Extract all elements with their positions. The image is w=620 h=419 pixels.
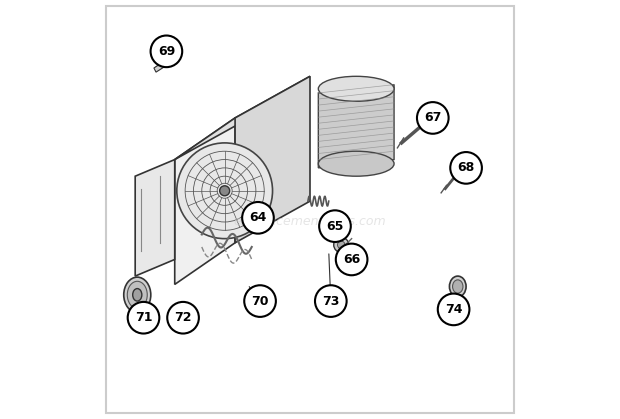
Circle shape xyxy=(219,186,229,196)
Circle shape xyxy=(334,238,348,252)
Ellipse shape xyxy=(453,280,463,293)
Text: 68: 68 xyxy=(458,161,475,174)
Circle shape xyxy=(417,102,449,134)
Ellipse shape xyxy=(318,151,394,176)
Polygon shape xyxy=(318,85,394,168)
Circle shape xyxy=(128,302,159,334)
Text: eReplacementParts.com: eReplacementParts.com xyxy=(234,215,386,228)
Ellipse shape xyxy=(450,276,466,297)
Text: 65: 65 xyxy=(326,220,343,233)
Polygon shape xyxy=(175,76,310,160)
Text: 71: 71 xyxy=(135,311,153,324)
Text: 74: 74 xyxy=(445,303,463,316)
Text: 64: 64 xyxy=(249,211,267,224)
Circle shape xyxy=(438,294,469,325)
Circle shape xyxy=(177,143,273,239)
Polygon shape xyxy=(235,76,310,243)
Text: 69: 69 xyxy=(157,45,175,58)
Polygon shape xyxy=(135,160,175,276)
Text: 72: 72 xyxy=(174,311,192,324)
Ellipse shape xyxy=(318,76,394,101)
Polygon shape xyxy=(154,53,179,72)
Text: 73: 73 xyxy=(322,295,340,308)
Polygon shape xyxy=(175,118,235,285)
Circle shape xyxy=(151,36,182,67)
Circle shape xyxy=(315,285,347,317)
Text: 66: 66 xyxy=(343,253,360,266)
Circle shape xyxy=(450,152,482,184)
Ellipse shape xyxy=(124,277,151,313)
Circle shape xyxy=(319,210,351,242)
Circle shape xyxy=(167,302,199,334)
Ellipse shape xyxy=(127,281,148,308)
Ellipse shape xyxy=(133,289,142,301)
Circle shape xyxy=(242,202,274,234)
Circle shape xyxy=(336,243,368,275)
Text: 67: 67 xyxy=(424,111,441,124)
Text: 70: 70 xyxy=(251,295,269,308)
Circle shape xyxy=(244,285,276,317)
Circle shape xyxy=(337,241,345,248)
